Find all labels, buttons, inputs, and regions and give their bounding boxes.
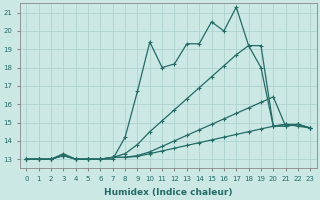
X-axis label: Humidex (Indice chaleur): Humidex (Indice chaleur) xyxy=(104,188,233,197)
